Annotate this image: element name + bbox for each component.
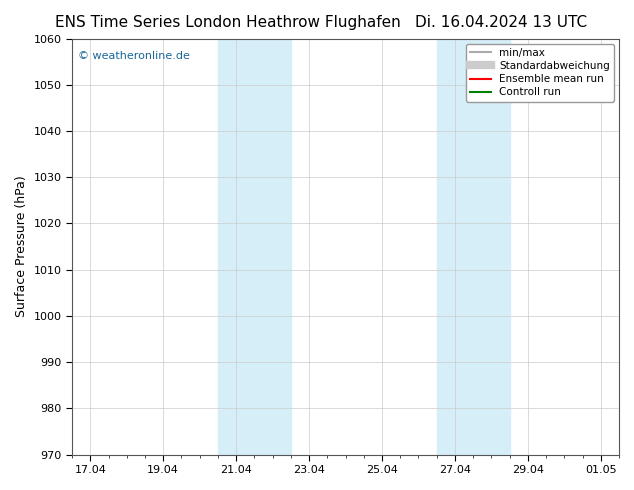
- Legend: min/max, Standardabweichung, Ensemble mean run, Controll run: min/max, Standardabweichung, Ensemble me…: [465, 44, 614, 101]
- Y-axis label: Surface Pressure (hPa): Surface Pressure (hPa): [15, 176, 28, 318]
- Bar: [437, 39, 510, 455]
- Bar: [218, 39, 291, 455]
- Text: ENS Time Series London Heathrow Flughafen: ENS Time Series London Heathrow Flughafe…: [55, 15, 401, 30]
- Text: Di. 16.04.2024 13 UTC: Di. 16.04.2024 13 UTC: [415, 15, 587, 30]
- Text: © weatheronline.de: © weatheronline.de: [77, 51, 190, 61]
